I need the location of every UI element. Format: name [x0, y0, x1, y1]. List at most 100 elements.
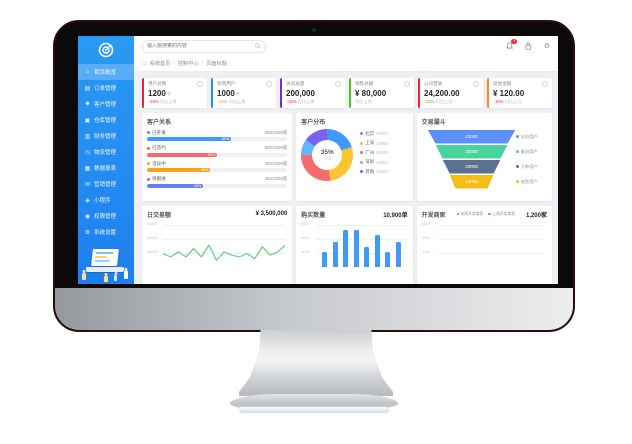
panel-title: 客户分布: [301, 119, 326, 126]
legend-dot: [147, 177, 150, 181]
sidebar-item-label: 权限管理: [94, 214, 117, 220]
bar: [343, 230, 349, 267]
donut-center-label: 占比: [323, 155, 332, 160]
sidebar-item-reports[interactable]: ▦ 数据报表: [78, 160, 134, 176]
legend-dot: [147, 162, 150, 165]
kpi-card-revenue[interactable]: 公司营收 24,200.00 ↑22% 同比上月: [418, 78, 483, 108]
info-icon[interactable]: [542, 81, 548, 87]
finance-icon: ▥: [84, 133, 91, 140]
home-icon: ⌂: [85, 69, 90, 75]
breadcrumb-item: 页面标题: [206, 61, 227, 67]
bar: [385, 251, 391, 267]
sidebar-item-permissions[interactable]: ◉ 权限管理: [78, 208, 134, 224]
kpi-card-sales[interactable]: 销售总额 ¥ 80,000 同比上周: [349, 78, 414, 108]
sidebar-item-logistics[interactable]: ◷ 物流管理: [78, 144, 134, 160]
bar: [322, 251, 328, 267]
distribution-donut: 35% 占比: [301, 128, 354, 181]
main-area: 5 ⚙ ⌂ 系统首页 / 控制中心 / 页面标题: [134, 36, 558, 284]
sidebar-item-finance[interactable]: ▥ 财务管理: [78, 128, 134, 144]
sidebar-item-orders[interactable]: ▤ 订单管理: [78, 80, 134, 96]
legend-dot: [360, 170, 364, 173]
legend-dot: [515, 150, 519, 153]
search-box[interactable]: [142, 39, 266, 53]
legend-dot: [515, 135, 519, 138]
sidebar-item-settings[interactable]: ⚙ 系统设置: [78, 224, 134, 240]
info-icon[interactable]: [197, 81, 203, 87]
bar: [332, 242, 338, 267]
legend-dot: [488, 212, 491, 216]
app-logo[interactable]: [78, 36, 134, 64]
develop-amount: 1,200家: [525, 212, 547, 219]
legend-dot: [147, 146, 150, 150]
legend-item: 北京 10000: [360, 131, 388, 137]
sidebar-item-miniapp[interactable]: ◈ 小程序: [78, 192, 134, 208]
kpi-card-users[interactable]: 用户总数 1200个 ↑19% 同比上周: [142, 78, 207, 108]
sidebar-item-home[interactable]: ⌂ 首页概览: [78, 64, 134, 80]
order-icon: ▤: [84, 85, 91, 92]
sidebar-item-label: 小程序: [94, 198, 111, 204]
notification-badge: 5: [511, 39, 518, 44]
breadcrumb: ⌂ 系统首页 / 控制中心 / 页面标题: [134, 56, 558, 72]
kpi-card-new-users[interactable]: 新增用户 1000个 ↑10% 同比上周: [211, 78, 276, 108]
legend-dot: [360, 151, 364, 154]
monitor-stand-neck: [239, 330, 393, 396]
sidebar: ⌂ 首页概览 ▤ 订单管理 ☻ 客户管理 ▣ 仓库管理 ▥ 财务管理 ◷ 物流管理 ▦ 数据报…: [78, 36, 134, 284]
donut-legend: 北京 10000 上海 10000 广州 10000 深圳 10000 其他 10000: [360, 131, 388, 197]
search-input[interactable]: [143, 43, 251, 49]
funnel-level: 14000: [449, 174, 494, 189]
kpi-value: 1000个: [217, 88, 241, 98]
kpi-label: 访问总量: [286, 81, 305, 86]
notification-bell-icon[interactable]: 5: [506, 39, 518, 50]
sidebar-item-marketing[interactable]: ✉ 营销管理: [78, 176, 134, 192]
daily-line: [162, 244, 287, 261]
kpi-value: 1200个: [148, 88, 172, 98]
progress-bar: 60%: [147, 137, 288, 141]
kpi-card-refunds[interactable]: 退款金额 ¥ 120.00 ↓10% 同比上月: [487, 78, 552, 108]
kpi-card-visits[interactable]: 访问总量 200,000 ↑15% 同比上周: [280, 78, 345, 108]
develop-legend: 本周开发商家 上周开发商家: [456, 212, 515, 217]
monitor-chin: [55, 288, 573, 330]
kpi-delta: ↑19% 同比上周: [148, 98, 177, 104]
panel-title: 开发商家: [421, 212, 446, 219]
legend-item: 上海 10000: [360, 140, 388, 146]
sidebar-item-label: 数据报表: [94, 166, 117, 172]
panel-row-bottom: 日交易额 ¥ 3,500,000 50000 40000 30000 购买数量 10,9…: [142, 205, 552, 284]
progress-bar: 50%: [147, 152, 288, 157]
search-icon: [255, 43, 261, 49]
panel-title: 客户关系: [147, 119, 172, 126]
kpi-value: 200,000: [286, 88, 315, 98]
dashboard-screen: ⌂ 首页概览 ▤ 订单管理 ☻ 客户管理 ▣ 仓库管理 ▥ 财务管理 ◷ 物流管理 ▦ 数据报…: [78, 36, 558, 284]
legend-dot: [515, 180, 519, 183]
panel-title: 购买数量: [301, 212, 326, 219]
progress-bar: 40%: [147, 183, 288, 188]
breadcrumb-home-icon: ⌂: [143, 60, 147, 67]
legend-item: 广州 10000: [360, 150, 388, 156]
legend-dot: [456, 212, 459, 216]
kpi-delta: ↑10% 同比上周: [217, 98, 246, 104]
report-icon: ▦: [84, 165, 91, 172]
kpi-delta: ↓10% 同比上月: [493, 98, 522, 104]
panel-daily-transactions: 日交易额 ¥ 3,500,000 50000 40000 30000: [142, 205, 293, 284]
gear-icon[interactable]: ⚙: [543, 43, 550, 50]
panel-row-middle: 客户关系 已开发 600/1000家 60% 已签约 500/1000家 50% 洽…: [142, 112, 552, 201]
funnel-level: 20000: [435, 144, 508, 159]
info-icon[interactable]: [473, 81, 479, 87]
funnel-level: 22000: [427, 129, 516, 144]
sidebar-item-customers[interactable]: ☻ 客户管理: [78, 96, 134, 112]
donut-chart: 35% 占比: [301, 128, 354, 197]
sidebar-item-label: 财务管理: [94, 134, 117, 140]
progress-row: 已开发 600/1000家 60%: [147, 130, 288, 141]
sidebar-item-warehouse[interactable]: ▣ 仓库管理: [78, 112, 134, 128]
progress-row: 已签约 500/1000家 50%: [147, 145, 288, 157]
lock-icon[interactable]: [525, 42, 532, 50]
info-icon[interactable]: [335, 81, 341, 87]
info-icon[interactable]: [404, 81, 410, 87]
breadcrumb-item[interactable]: 控制中心: [177, 61, 199, 67]
panel-purchase-count: 购买数量 10,900单 9000 6000 3000: [296, 205, 413, 284]
kpi-label: 用户总数: [148, 81, 167, 86]
info-icon[interactable]: [266, 81, 272, 87]
settings-icon: ⚙: [84, 229, 91, 236]
legend-item: 上周开发商家: [488, 212, 515, 217]
breadcrumb-item[interactable]: 系统首页: [149, 61, 171, 67]
